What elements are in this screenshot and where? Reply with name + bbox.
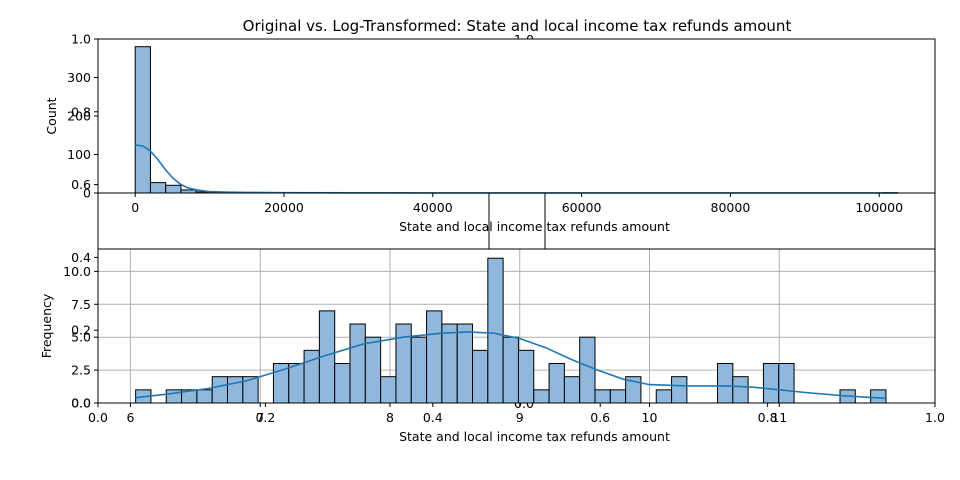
- overlay-y-tick-label: 0.4: [71, 250, 91, 265]
- y-tick-label: 100: [67, 147, 91, 162]
- histogram-bar: [411, 337, 426, 403]
- x-tick-label: 10: [642, 410, 658, 425]
- x-tick-label: 9: [516, 410, 524, 425]
- histogram-bar: [289, 364, 304, 403]
- x-axis-label: State and local income tax refunds amoun…: [399, 429, 670, 444]
- y-tick-label: 0.0: [71, 396, 91, 411]
- y-tick-label: 5.0: [71, 330, 91, 345]
- x-tick-label: 100000: [855, 200, 903, 215]
- histogram-bar: [518, 350, 533, 403]
- x-tick-label: 40000: [413, 200, 453, 215]
- overlay-y-tick-label: 1.0: [71, 32, 91, 47]
- histogram-bar: [871, 390, 886, 403]
- overlay-x-tick-label: 1.0: [925, 410, 945, 425]
- x-tick-label: 80000: [711, 200, 751, 215]
- histogram-bar: [212, 377, 227, 403]
- histogram-bar: [488, 258, 503, 403]
- histogram-bar: [350, 324, 365, 403]
- x-tick-label: 60000: [562, 200, 602, 215]
- histogram-bar: [197, 390, 212, 403]
- histogram-bar: [166, 185, 181, 193]
- histogram-bar: [779, 364, 794, 403]
- histogram-bar: [135, 47, 150, 193]
- histogram-bar: [718, 364, 733, 403]
- histogram-bar: [672, 377, 687, 403]
- x-tick-label: 11: [771, 410, 787, 425]
- x-tick-label: 8: [386, 410, 394, 425]
- x-tick-label: 20000: [264, 200, 304, 215]
- x-tick-label: 7: [256, 410, 264, 425]
- overlay-x-tick-label: 0.6: [590, 410, 610, 425]
- histogram-bar: [549, 364, 564, 403]
- histogram-bar: [365, 337, 380, 403]
- y-tick-label: 10.0: [63, 264, 91, 279]
- y-axis-label: Count: [44, 97, 59, 134]
- histogram-bar: [503, 337, 518, 403]
- y-tick-label: 2.5: [71, 363, 91, 378]
- y-tick-label: 300: [67, 70, 91, 85]
- histogram-bar: [763, 364, 778, 403]
- histogram-bar: [335, 364, 350, 403]
- overlay-x-tick-label: 0.4: [423, 410, 443, 425]
- x-axis-label: State and local income tax refunds amoun…: [399, 219, 670, 234]
- histogram-bar: [610, 390, 625, 403]
- y-tick-label: 7.5: [71, 297, 91, 312]
- histogram-bar: [473, 350, 488, 403]
- histogram-bar: [564, 377, 579, 403]
- histogram-bar: [228, 377, 243, 403]
- y-tick-label: 200: [67, 109, 91, 124]
- histogram-bar: [534, 390, 549, 403]
- histogram-bar: [427, 311, 442, 403]
- chart-title: Original vs. Log-Transformed: State and …: [243, 17, 792, 35]
- histogram-bar: [381, 377, 396, 403]
- histogram-bar: [580, 337, 595, 403]
- histogram-bar: [733, 377, 748, 403]
- histogram-bar: [457, 324, 472, 403]
- histogram-bar: [656, 390, 671, 403]
- overlay-x-tick-label: 0.0: [88, 410, 108, 425]
- y-tick-label: 0: [83, 186, 91, 201]
- plot-area: [98, 39, 935, 193]
- x-tick-label: 0: [131, 200, 139, 215]
- x-tick-label: 6: [126, 410, 134, 425]
- log-histogram: 6 7 8 9 10 11 0.0 2.5 5.0 7.5 10.0 State and local …: [39, 249, 935, 444]
- histogram-bar: [442, 324, 457, 403]
- histogram-bar: [150, 183, 165, 193]
- y-axis-label: Frequency: [39, 293, 54, 358]
- histogram-bar: [595, 390, 610, 403]
